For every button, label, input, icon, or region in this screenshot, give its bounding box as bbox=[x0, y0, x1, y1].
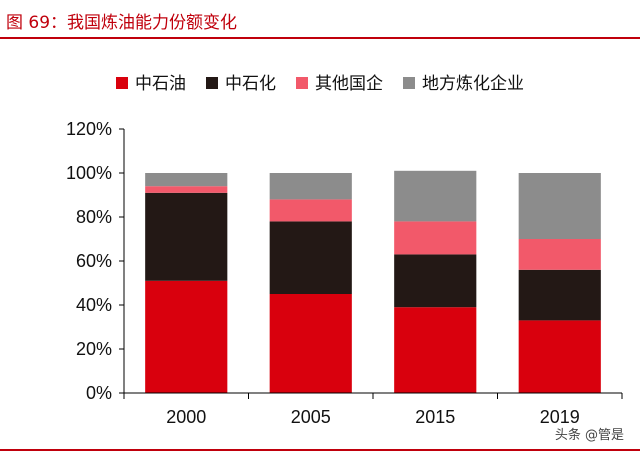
y-tick-label: 80% bbox=[76, 207, 112, 227]
y-tick-label: 0% bbox=[86, 383, 112, 403]
legend-label: 其他国企 bbox=[315, 74, 383, 94]
bar-segment-中石化-2005 bbox=[269, 221, 352, 294]
bar-segment-其他国企-2019 bbox=[518, 239, 601, 270]
legend-item-中石油: 中石油 bbox=[116, 74, 186, 94]
bar-segment-地方炼化企业-2019 bbox=[518, 173, 601, 239]
bar-segment-中石化-2000 bbox=[145, 192, 228, 281]
bar-segment-地方炼化企业-2005 bbox=[269, 173, 352, 200]
bar-segment-中石油-2019 bbox=[518, 320, 601, 393]
bar-segment-其他国企-2005 bbox=[269, 199, 352, 222]
legend-item-其他国企: 其他国企 bbox=[296, 74, 383, 94]
legend-item-中石化: 中石化 bbox=[206, 74, 276, 94]
footer-divider bbox=[0, 449, 640, 451]
legend-label: 地方炼化企业 bbox=[422, 74, 524, 94]
legend-swatch bbox=[206, 77, 218, 89]
legend-label: 中石油 bbox=[135, 74, 186, 94]
legend-label: 中石化 bbox=[225, 74, 276, 94]
y-tick-label: 100% bbox=[66, 163, 112, 183]
bar-segment-中石油-2000 bbox=[145, 280, 228, 393]
bar-segment-中石化-2015 bbox=[394, 254, 477, 308]
legend: 中石油 中石化 其他国企 地方炼化企业 bbox=[116, 74, 524, 94]
watermark: 头条 @管是 bbox=[554, 428, 624, 443]
x-tick-label: 2005 bbox=[291, 407, 331, 427]
figure-title: 图 69：我国炼油能力份额变化 bbox=[6, 13, 238, 33]
bar-segment-中石化-2019 bbox=[518, 269, 601, 321]
axes: 0% 20% 40% 60% 80% 100% 120% 2000 2005 2015 2019 bbox=[66, 119, 623, 427]
y-tick-label: 20% bbox=[76, 339, 112, 359]
bar-segment-中石油-2015 bbox=[394, 307, 477, 393]
bar-segment-地方炼化企业-2000 bbox=[145, 173, 228, 187]
legend-swatch bbox=[296, 77, 308, 89]
x-tick-label: 2000 bbox=[166, 407, 206, 427]
x-tick-label: 2015 bbox=[415, 407, 455, 427]
legend-swatch bbox=[116, 77, 128, 89]
legend-item-地方炼化企业: 地方炼化企业 bbox=[403, 74, 524, 94]
title-divider bbox=[0, 37, 640, 39]
x-tick-label: 2019 bbox=[540, 407, 580, 427]
bar-segment-中石油-2005 bbox=[269, 294, 352, 393]
bar-segment-其他国企-2015 bbox=[394, 221, 477, 255]
bar-segment-其他国企-2000 bbox=[145, 186, 228, 193]
bars bbox=[145, 170, 601, 393]
y-tick-label: 60% bbox=[76, 251, 112, 271]
y-tick-label: 120% bbox=[66, 119, 112, 139]
bar-segment-地方炼化企业-2015 bbox=[394, 170, 477, 222]
legend-swatch bbox=[403, 77, 415, 89]
y-tick-label: 40% bbox=[76, 295, 112, 315]
